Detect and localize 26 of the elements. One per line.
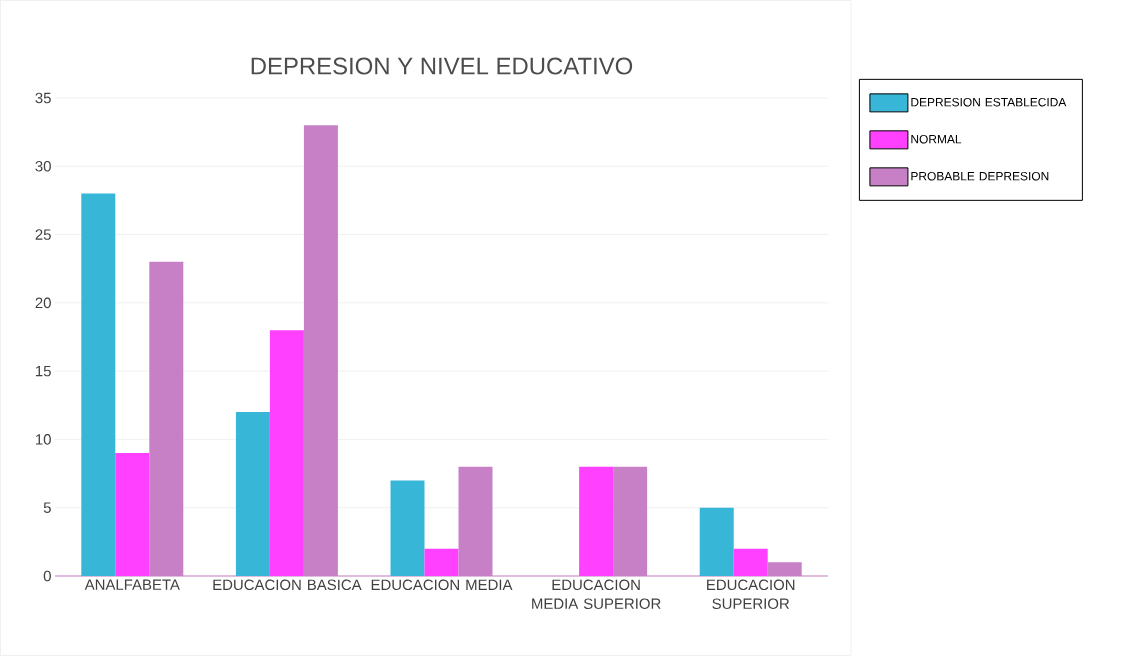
bar <box>81 193 116 576</box>
x-tick-label: EDUCACION MEDIA <box>371 579 513 591</box>
legend-label: PROBABLE DEPRESION <box>911 171 1049 181</box>
bar <box>699 507 734 576</box>
legend-label: DEPRESION ESTABLECIDA <box>911 97 1067 107</box>
y-tick-label: 15 <box>36 365 51 377</box>
bar <box>424 548 459 576</box>
bar <box>115 453 150 576</box>
x-tick-label: ANALFABETA <box>84 579 180 590</box>
y-tick-label: 30 <box>35 160 51 172</box>
x-tick-label: EDUCACION BASICA <box>213 579 362 591</box>
y-tick-label: 20 <box>35 297 51 309</box>
y-tick-label: 0 <box>43 570 51 582</box>
y-tick-label: 5 <box>43 502 51 513</box>
legend-label: NORMAL <box>911 134 962 144</box>
y-tick-label: 25 <box>35 229 51 240</box>
y-tick-label: 10 <box>36 434 51 445</box>
chart-title: DEPRESION Y NIVEL EDUCATIVO <box>251 57 633 75</box>
bar <box>733 548 768 576</box>
bar <box>269 330 304 576</box>
x-tick-label: EDUCACION SUPERIOR <box>707 579 795 610</box>
y-tick-label: 35 <box>35 92 51 104</box>
x-tick-label: EDUCACION MEDIA SUPERIOR <box>532 579 661 610</box>
bar <box>579 466 614 576</box>
bar <box>390 480 425 576</box>
bar <box>235 412 270 576</box>
